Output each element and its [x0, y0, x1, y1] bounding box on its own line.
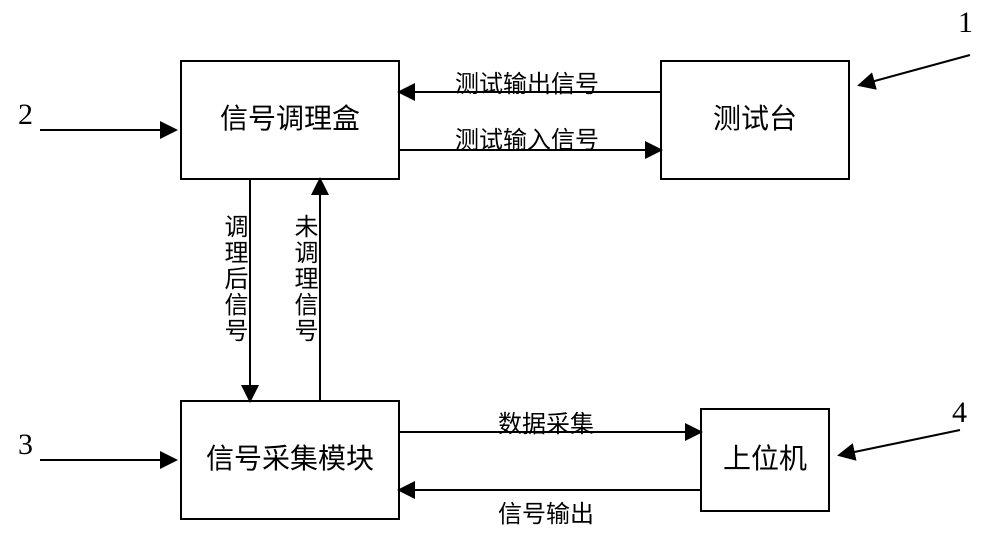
edge-label-test-input: 测试输入信号 — [455, 120, 599, 155]
pointer-label-2: 2 — [18, 98, 33, 132]
box-signal-conditioning: 信号调理盒 — [180, 60, 400, 180]
box-label-signal-conditioning: 信号调理盒 — [220, 103, 360, 137]
box-test-bench: 测试台 — [660, 60, 850, 180]
edge-label-unconditioned: 未调理信号 — [286, 214, 321, 344]
edge-label-conditioned: 调理后信号 — [216, 214, 251, 344]
diagram-stage: 信号调理盒 测试台 信号采集模块 上位机 测试输出信号 测试输入信号 数据采集 … — [0, 0, 1000, 558]
pointer-label-4: 4 — [952, 396, 967, 430]
arrow-pointer-4 — [840, 430, 960, 455]
box-signal-acquisition: 信号采集模块 — [180, 400, 400, 520]
box-label-host-computer: 上位机 — [723, 443, 807, 477]
edge-label-data-acq: 数据采集 — [498, 404, 594, 439]
box-label-test-bench: 测试台 — [713, 103, 797, 137]
box-label-signal-acquisition: 信号采集模块 — [206, 443, 374, 477]
edge-label-signal-out: 信号输出 — [498, 494, 594, 529]
pointer-label-1: 1 — [958, 6, 973, 40]
arrow-pointer-1 — [860, 55, 970, 85]
box-host-computer: 上位机 — [700, 408, 830, 512]
pointer-label-3: 3 — [18, 428, 33, 462]
edge-label-test-output: 测试输出信号 — [455, 64, 599, 99]
